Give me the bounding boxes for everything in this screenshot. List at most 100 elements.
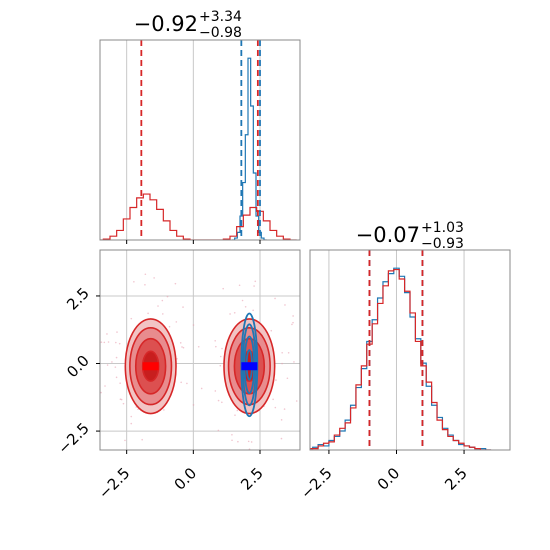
sample-point	[157, 305, 159, 307]
sample-point	[104, 385, 106, 387]
sample-point	[144, 283, 146, 286]
sample-point	[130, 415, 133, 418]
joint-panel-param-1-param-2: −2.5 0.0 2.5 −2.5 0.0 2.5	[54, 249, 301, 503]
sample-point	[280, 419, 283, 421]
sample-point	[147, 312, 149, 315]
sample-point	[118, 342, 121, 345]
sample-point	[231, 433, 233, 436]
sample-point	[234, 414, 236, 416]
sample-point	[283, 408, 286, 410]
y-tick-label: −2.5	[54, 419, 92, 457]
sample-point	[144, 273, 147, 276]
panel-title-value: −0.07	[356, 223, 420, 247]
grid-lines	[328, 250, 465, 450]
sample-point	[231, 439, 233, 442]
sample-point	[153, 277, 155, 279]
sample-point	[192, 324, 195, 326]
sample-point	[175, 321, 178, 323]
grid-lines	[126, 40, 261, 240]
sample-point	[141, 438, 143, 441]
sample-point	[272, 398, 274, 401]
sample-point	[119, 398, 122, 401]
x-tick-label: 2.5	[441, 464, 471, 494]
sample-point	[182, 346, 185, 349]
plot-layer	[100, 273, 298, 450]
sample-point	[280, 437, 283, 440]
sample-point	[274, 297, 276, 300]
sample-point	[122, 402, 125, 405]
sample-point	[214, 339, 216, 342]
sample-point	[107, 341, 110, 343]
axes-frame	[99, 39, 301, 241]
panel-title-lower: −0.98	[199, 25, 242, 41]
sample-point	[119, 382, 121, 384]
sample-point	[130, 422, 133, 425]
sample-point	[233, 311, 236, 314]
sample-point	[114, 366, 117, 368]
sample-point	[247, 440, 250, 443]
sample-point	[253, 285, 255, 287]
sample-point	[106, 364, 109, 366]
sample-point	[252, 309, 254, 312]
axes-frame	[99, 249, 301, 451]
sample-point	[293, 361, 295, 363]
sample-point	[286, 377, 289, 380]
sample-point	[270, 329, 273, 332]
sample-point	[238, 284, 241, 287]
sample-point	[281, 362, 283, 365]
plot-layer	[310, 250, 492, 450]
sample-point	[130, 317, 133, 320]
sample-point	[292, 315, 294, 317]
x-tick-label: 0.0	[374, 464, 404, 494]
sample-point	[166, 295, 169, 298]
sample-point	[236, 409, 239, 412]
x-tick-label: −2.5	[297, 464, 335, 502]
sample-point	[103, 341, 106, 344]
sample-point	[200, 387, 203, 390]
sample-point	[222, 287, 224, 290]
marginal-panel-param-1: −0.92 +3.34 −0.98	[99, 9, 301, 244]
sample-point	[221, 347, 223, 350]
sample-point	[111, 361, 113, 363]
y-tick-label: 0.0	[63, 352, 93, 382]
sample-point	[237, 440, 239, 443]
sample-point	[115, 341, 117, 344]
axes-frame	[309, 249, 511, 451]
histogram-series	[310, 268, 492, 450]
y-tick-label: 2.5	[63, 284, 93, 314]
sample-point	[115, 356, 118, 359]
sample-point	[124, 439, 126, 442]
sample-point	[221, 401, 223, 404]
x-tick-label: 2.5	[237, 464, 267, 494]
sample-point	[250, 441, 253, 443]
sample-point	[219, 364, 222, 367]
sample-point	[219, 355, 222, 358]
sample-point	[295, 400, 298, 402]
sample-point	[100, 341, 103, 343]
sample-point	[197, 345, 200, 348]
panel-title-upper: +3.34	[199, 9, 242, 25]
sample-point	[116, 331, 118, 333]
sample-point	[181, 346, 183, 348]
sample-point	[291, 323, 293, 326]
sample-point	[163, 409, 165, 411]
panel-title-value: −0.92	[134, 12, 198, 36]
sample-point	[214, 390, 217, 392]
sample-point	[100, 391, 102, 394]
sample-point	[281, 351, 283, 354]
panel-title-upper: +1.03	[421, 220, 464, 236]
sample-point	[275, 379, 277, 381]
sample-point	[161, 299, 164, 302]
sample-point	[229, 313, 231, 315]
histogram-series	[232, 57, 267, 240]
sample-point	[217, 399, 220, 402]
sample-point	[215, 345, 217, 348]
marginal-panel-param-2: −2.5 0.0 2.5 −0.07 +1.03 −0.93	[297, 220, 511, 503]
sample-point	[180, 381, 182, 384]
sample-point	[115, 376, 118, 379]
sample-point	[133, 280, 135, 283]
sample-point	[186, 382, 188, 385]
sample-point	[106, 333, 108, 335]
sample-point	[274, 406, 277, 409]
